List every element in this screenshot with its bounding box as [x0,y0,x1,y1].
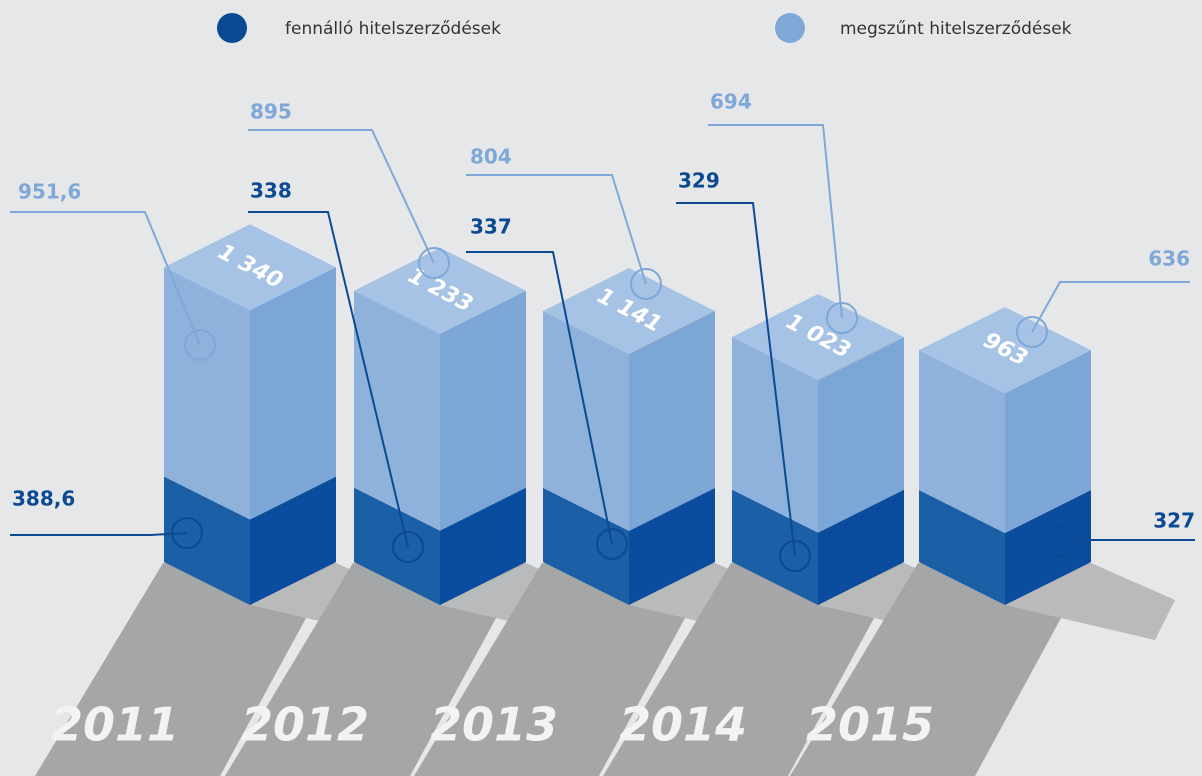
bar-stack: 1 023 [732,293,904,605]
bar-top-face [732,293,904,380]
leader-circle [596,528,628,560]
bar-right-face [250,267,336,520]
bar-left-face [732,336,818,533]
floor-strip [790,563,1091,776]
value-label: 337 [470,215,512,239]
bar-top-face [543,267,715,354]
bar-left-face [354,290,440,531]
year-label: 2011 [51,698,179,752]
leader-circle [1044,525,1076,557]
value-label: 694 [710,90,752,114]
value-label: 804 [470,145,512,169]
value-label: 327 [1153,509,1195,533]
value-label: 388,6 [12,487,75,511]
bar-right-face [1005,350,1091,534]
leader-circle [826,302,858,334]
value-label: 951,6 [18,180,81,204]
bar-left-face [354,487,440,605]
year-label: 2012 [241,698,369,752]
leader-circle [630,268,662,300]
leader-line [708,124,843,319]
bar-right-face [440,290,526,531]
bar-top-face [164,224,336,311]
bar-stack: 1 233 [354,247,526,605]
leader-circle [392,531,424,563]
bar-left-face [164,267,250,520]
bar-left-face [732,489,818,605]
floor-strip [414,563,715,776]
bar-left-face [919,350,1005,534]
bar-top-face [354,247,526,334]
leader-line [1059,539,1195,542]
bar-left-face [919,490,1005,605]
leader-circle [171,517,203,549]
bar-right-face [629,487,715,605]
bar-right-face [440,487,526,605]
bar-stack: 963 [919,307,1091,605]
bar-right-face [1005,490,1091,605]
leader-line [466,174,647,285]
value-label: 636 [1148,247,1190,271]
leader-circle [184,329,216,361]
bar-stack: 1 141 [543,267,715,605]
leader-circle [779,540,811,572]
floor-strip [225,563,526,776]
bar-top-face [919,307,1091,394]
bar-right-face [818,336,904,533]
value-label: 329 [678,169,720,193]
year-label: 2015 [806,698,934,752]
legend-label: fennálló hitelszerződések [285,19,501,39]
bar-left-face [543,487,629,605]
leader-line [466,251,613,545]
floor-strip [35,563,336,776]
leader-line [10,211,201,346]
floor-strip [603,563,904,776]
value-label: 338 [250,179,292,203]
leader-circle [418,247,450,279]
leader-line [676,202,796,557]
year-label: 2013 [430,698,558,752]
bar-right-face [629,310,715,531]
year-label: 2014 [619,698,747,752]
shadow [1005,563,1175,640]
legend-swatch [217,13,247,43]
bar-left-face [543,310,629,531]
leader-circle [1016,316,1048,348]
legend-label: megszűnt hitelszerződések [840,19,1072,39]
bar-right-face [818,489,904,605]
bar-left-face [164,476,250,605]
leader-line [1031,281,1190,333]
value-label: 895 [250,100,292,124]
legend-swatch [775,13,805,43]
leader-line [248,129,435,264]
leader-line [248,211,409,548]
bar-right-face [250,476,336,605]
bar-stack: 1 340 [164,224,336,605]
leader-line [10,532,188,536]
